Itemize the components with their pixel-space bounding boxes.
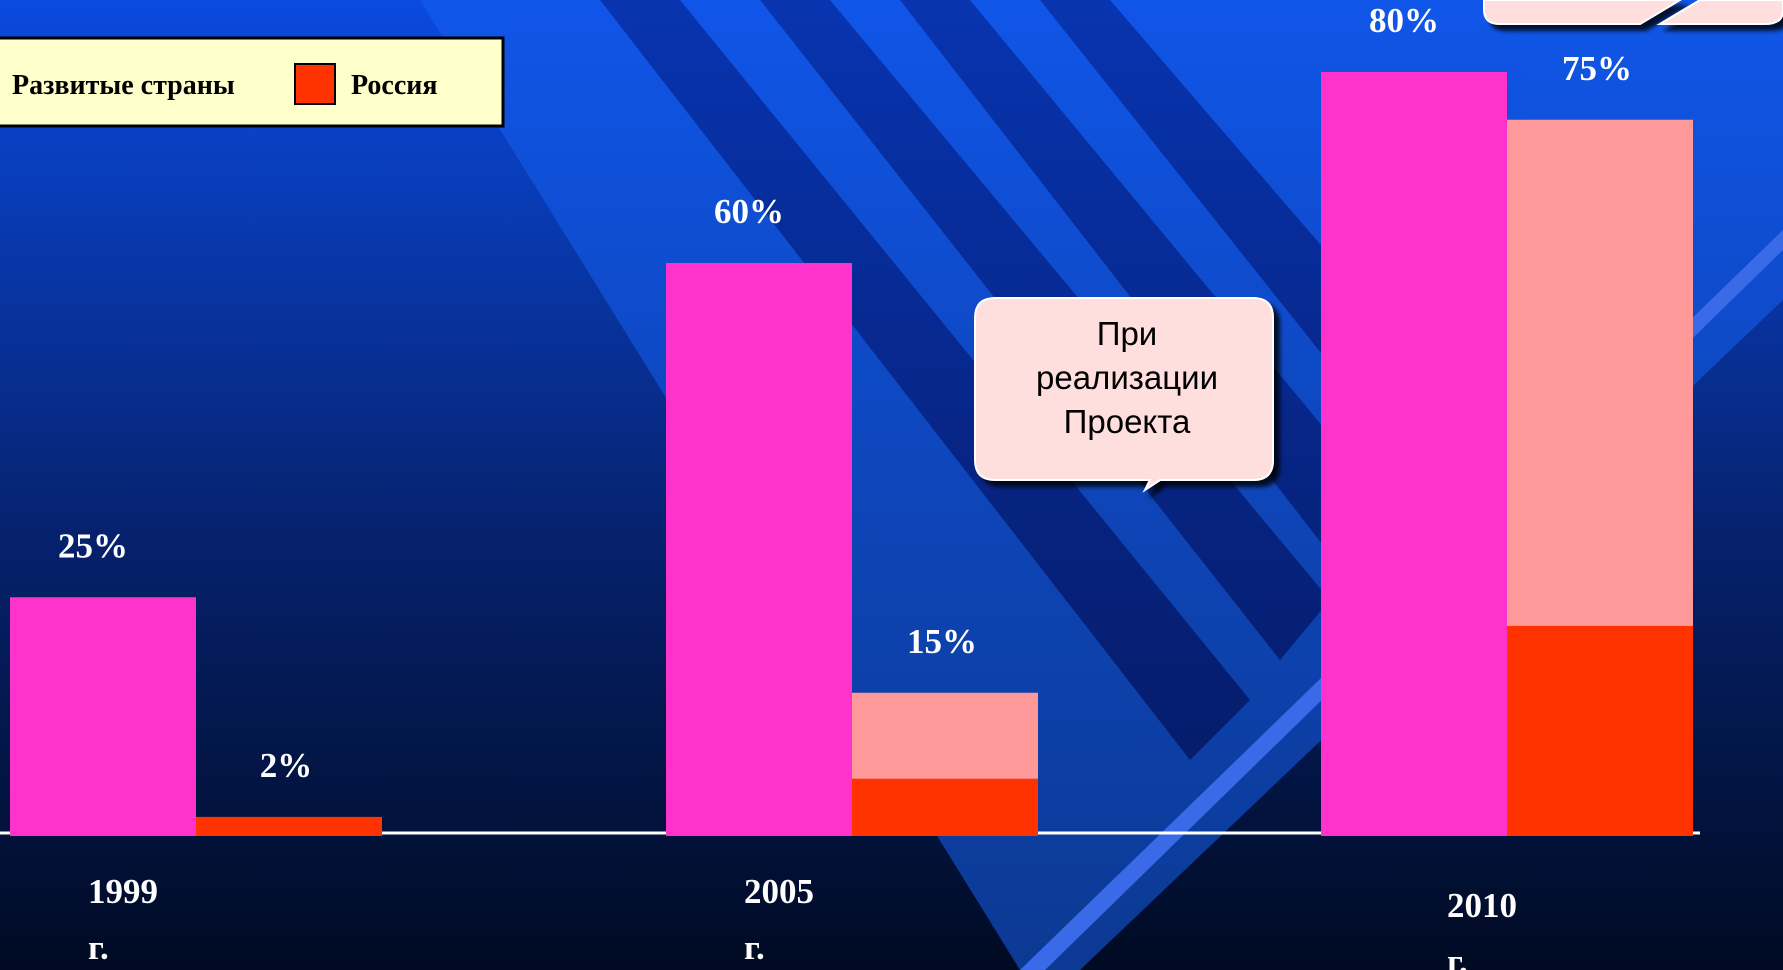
callout-box xyxy=(974,297,1274,493)
bars xyxy=(10,72,1693,836)
bar xyxy=(196,816,382,836)
x-tick-label: 1999 г. xyxy=(88,872,158,967)
callout xyxy=(974,0,1783,493)
value-label: 2% xyxy=(260,746,313,785)
callout-text: При реализации Проекта xyxy=(1036,315,1218,440)
value-label: 80% xyxy=(1369,1,1439,40)
bar xyxy=(1321,72,1507,836)
legend-label: Развитые страны xyxy=(12,70,235,101)
x-tick-label: 2010 г. xyxy=(1447,886,1517,970)
legend-label: Россия xyxy=(351,70,438,101)
bar xyxy=(666,263,852,836)
x-tick-label: 2005 г. xyxy=(744,872,814,967)
legend: Развитые страны Россия xyxy=(0,36,505,128)
callout-box xyxy=(1483,0,1783,25)
value-label: 60% xyxy=(714,192,784,231)
value-label: 15% xyxy=(907,622,977,661)
value-label: 25% xyxy=(58,526,128,565)
bar xyxy=(852,778,1038,836)
legend-box xyxy=(0,36,505,128)
bar xyxy=(10,597,196,836)
bar xyxy=(1507,625,1693,836)
legend-swatch xyxy=(294,63,336,105)
value-label: 75% xyxy=(1562,49,1632,88)
